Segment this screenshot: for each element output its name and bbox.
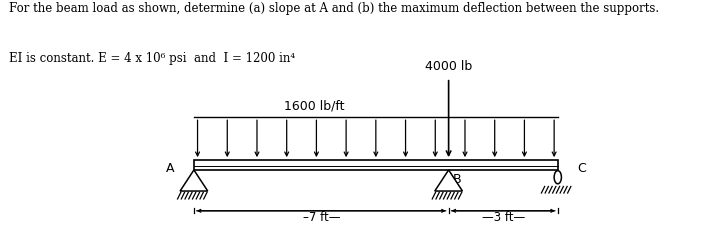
Text: 4000 lb: 4000 lb: [425, 60, 473, 73]
Text: C: C: [577, 162, 586, 175]
Text: 1600 lb/ft: 1600 lb/ft: [284, 99, 344, 112]
Text: B: B: [453, 173, 462, 186]
Polygon shape: [435, 170, 463, 191]
Text: For the beam load as shown, determine (a) slope at A and (b) the maximum deflect: For the beam load as shown, determine (a…: [9, 2, 659, 15]
Text: EI is constant. E = 4 x 10⁶ psi  and  I = 1200 in⁴: EI is constant. E = 4 x 10⁶ psi and I = …: [9, 52, 295, 65]
Polygon shape: [180, 170, 208, 191]
Circle shape: [554, 171, 561, 184]
Text: A: A: [166, 162, 175, 175]
Text: –7 ft—: –7 ft—: [303, 211, 340, 224]
Bar: [194, 160, 558, 170]
Text: —3 ft—: —3 ft—: [482, 211, 525, 224]
